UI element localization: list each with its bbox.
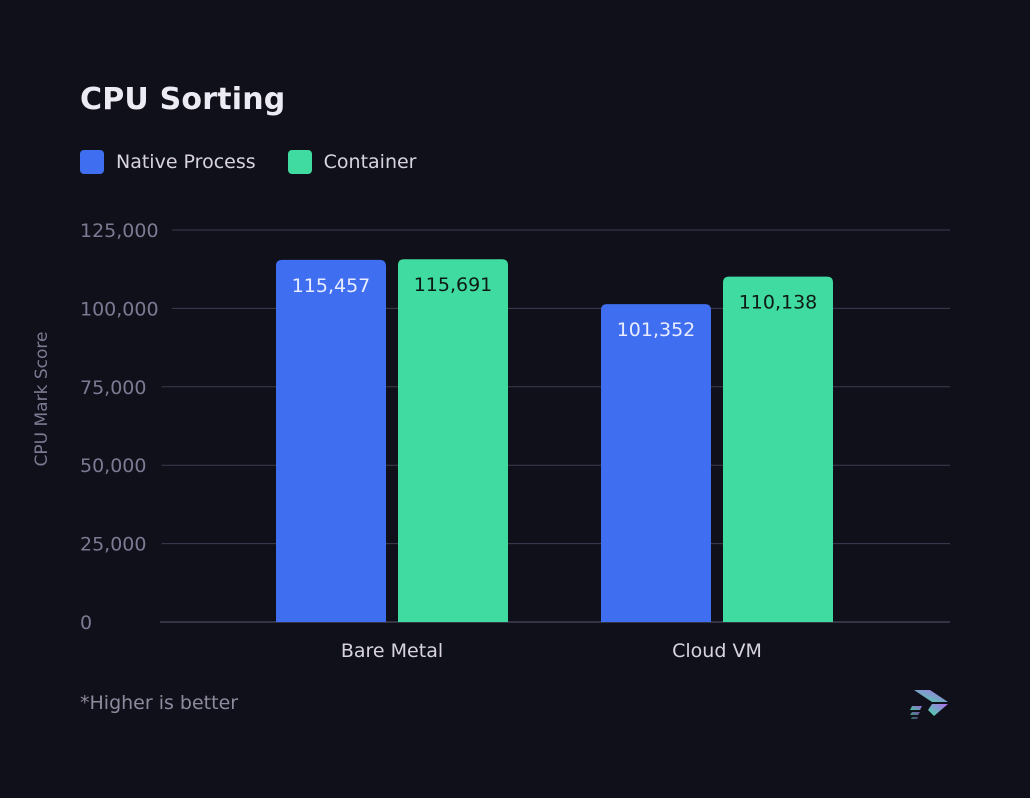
y-tick-label: 75,000: [80, 377, 146, 399]
bar-native: [601, 304, 711, 622]
y-tick-label: 125,000: [80, 220, 159, 242]
legend-swatch-native: [80, 150, 104, 174]
x-category-label: Cloud VM: [672, 640, 762, 662]
y-tick-label: 25,000: [80, 534, 146, 556]
bar-value-label: 115,691: [414, 274, 493, 296]
bar-container: [723, 276, 833, 622]
legend: Native Process Container: [80, 150, 417, 174]
legend-label-container: Container: [323, 151, 417, 173]
chart-title: CPU Sorting: [80, 82, 286, 117]
legend-item-native: Native Process: [80, 150, 256, 174]
footnote: *Higher is better: [80, 692, 239, 714]
bar-container: [398, 259, 508, 622]
bar-value-label: 101,352: [617, 319, 696, 341]
y-tick-label: 50,000: [80, 455, 146, 477]
bar-value-label: 115,457: [292, 275, 371, 297]
y-tick-label: 100,000: [80, 298, 159, 320]
y-axis-label: CPU Mark Score: [32, 332, 52, 467]
legend-label-native: Native Process: [116, 151, 256, 173]
y-tick-label: 0: [80, 612, 92, 634]
legend-item-container: Container: [287, 150, 417, 174]
x-category-label: Bare Metal: [341, 640, 443, 662]
legend-swatch-container: [287, 150, 312, 174]
bar-value-label: 110,138: [739, 292, 818, 314]
brand-logo-icon: [910, 690, 948, 719]
bar-native: [276, 259, 386, 622]
